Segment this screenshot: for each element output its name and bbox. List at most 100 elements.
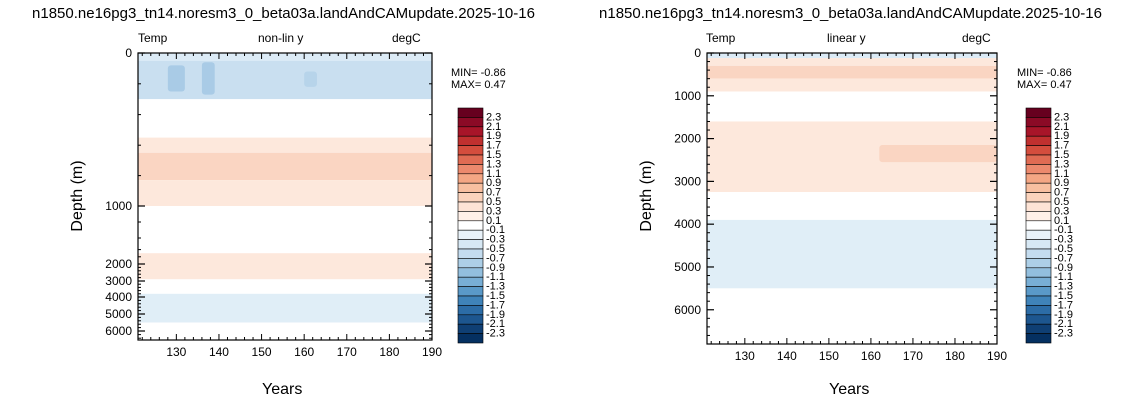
- colorbar-label: -0.9: [1054, 262, 1073, 274]
- colorbar-label: 2.1: [1054, 121, 1069, 133]
- x-tick-label: 190: [987, 349, 1007, 363]
- contour-patch: [167, 65, 185, 92]
- colorbar-label: 1.1: [1054, 168, 1069, 180]
- colorbar-label: -1.1: [1054, 271, 1073, 283]
- contour-band: [707, 192, 997, 220]
- colorbar-segment: [457, 173, 484, 184]
- y-tick-label: 1000: [105, 199, 132, 213]
- colorbar-segment: [1025, 145, 1052, 156]
- colorbar-segment: [1025, 201, 1052, 212]
- colorbar-segment: [1025, 182, 1052, 193]
- y-tick-label: 2000: [105, 257, 132, 271]
- y-tick-label: 5000: [674, 260, 701, 274]
- colorbar-segment: [457, 276, 484, 287]
- colorbar-segment: [1025, 164, 1052, 175]
- colorbar-segment: [1025, 107, 1052, 118]
- x-tick-label: 180: [379, 345, 399, 359]
- x-tick-label: 150: [252, 345, 272, 359]
- contour-band: [707, 91, 997, 122]
- chart-title: n1850.ne16pg3_tn14.noresm3_0_beta03a.lan…: [599, 5, 1102, 22]
- contour-plot-nonlinear: 130 140 150 160 170 180 190 0 1000 2000 3000 4000 50…: [105, 46, 505, 359]
- colorbar-segment: [457, 117, 484, 128]
- colorbar-segment: [1025, 267, 1052, 278]
- x-tick-label: 180: [945, 349, 965, 363]
- contour-band: [138, 99, 432, 138]
- right-chart-panel: n1850.ne16pg3_tn14.noresm3_0_beta03a.lan…: [567, 0, 1134, 402]
- colorbar-label: -0.5: [486, 243, 505, 255]
- colorbar-segment: [457, 305, 484, 316]
- contour-band: [138, 279, 432, 294]
- y-tick-label: 0: [694, 46, 701, 60]
- colorbar-segment: [1025, 295, 1052, 306]
- colorbar-segment: [457, 314, 484, 325]
- colorbar-segment: [457, 248, 484, 259]
- contour-band: [707, 288, 997, 344]
- y-scale-label: non-lin y: [258, 31, 304, 45]
- colorbar-segment: [1025, 333, 1052, 344]
- colorbar-label: -1.3: [486, 281, 505, 293]
- contour-band: [707, 78, 997, 92]
- x-tick-label: 130: [166, 345, 186, 359]
- contour-patch: [879, 145, 997, 163]
- x-tick-label: 160: [294, 345, 314, 359]
- x-tick-label: 190: [422, 345, 442, 359]
- contour-band: [138, 60, 432, 100]
- colorbar-segment: [457, 229, 484, 240]
- contour-band: [707, 219, 997, 289]
- plot-frame: [137, 52, 433, 341]
- units-label: degC: [962, 31, 991, 45]
- colorbar-label: -0.7: [1054, 252, 1073, 264]
- colorbar-segment: [457, 145, 484, 156]
- colorbar-label: 0.5: [1054, 196, 1069, 208]
- colorbar-label: -2.3: [1054, 328, 1073, 340]
- colorbar-segment: [457, 220, 484, 231]
- contour-band: [138, 206, 432, 254]
- y-scale-label: linear y: [827, 31, 866, 45]
- y-tick-label: 4000: [105, 290, 132, 304]
- y-tick-label: 1000: [674, 89, 701, 103]
- y-tick-label: 6000: [674, 303, 701, 317]
- contour-band: [707, 53, 997, 59]
- colorbar-segment: [457, 323, 484, 334]
- colorbar-segment: [1025, 258, 1052, 269]
- colorbar-label: 0.1: [486, 215, 501, 227]
- x-tick-label: 170: [903, 349, 923, 363]
- colorbar-label: -0.9: [486, 262, 505, 274]
- colorbar-label: -1.3: [1054, 281, 1073, 293]
- chart-title: n1850.ne16pg3_tn14.noresm3_0_beta03a.lan…: [32, 5, 535, 22]
- colorbar-label: 0.7: [486, 187, 501, 199]
- colorbar-label: 2.1: [486, 121, 501, 133]
- colorbar-label: 1.7: [1054, 140, 1069, 152]
- y-tick-label: 0: [125, 46, 132, 60]
- colorbar-label: -0.3: [1054, 234, 1073, 246]
- min-value-label: MIN= -0.86: [451, 67, 506, 79]
- y-tick-label: 3000: [105, 274, 132, 288]
- y-tick-label: 4000: [674, 217, 701, 231]
- colorbar-label: 1.3: [1054, 158, 1069, 170]
- colorbar-segment: [457, 239, 484, 250]
- contour-patch: [304, 71, 317, 87]
- x-axis-title: Years: [262, 381, 303, 398]
- colorbar-segment: [1025, 211, 1052, 222]
- y-tick-label: 6000: [105, 324, 132, 338]
- contour-band: [138, 180, 432, 206]
- colorbar-segment: [1025, 276, 1052, 287]
- colorbar-label: 2.3: [1054, 111, 1069, 123]
- colorbar-label: 1.7: [486, 140, 501, 152]
- colorbar-label: -1.1: [486, 271, 505, 283]
- colorbar-segment: [1025, 126, 1052, 137]
- contour-band: [138, 322, 432, 340]
- x-axis-title: Years: [829, 381, 870, 398]
- units-label: degC: [392, 31, 421, 45]
- colorbar-label: -0.1: [486, 224, 505, 236]
- colorbar-label: -1.5: [486, 290, 505, 302]
- colorbar-label: 1.5: [1054, 149, 1069, 161]
- colorbar-label: -2.1: [486, 318, 505, 330]
- x-tick-label: 150: [819, 349, 839, 363]
- colorbar-label: -2.3: [486, 328, 505, 340]
- contour-band: [138, 152, 432, 181]
- colorbar-segment: [457, 126, 484, 137]
- x-tick-label: 140: [777, 349, 797, 363]
- y-tick-label: 5000: [105, 307, 132, 321]
- colorbar-label: -0.1: [1054, 224, 1073, 236]
